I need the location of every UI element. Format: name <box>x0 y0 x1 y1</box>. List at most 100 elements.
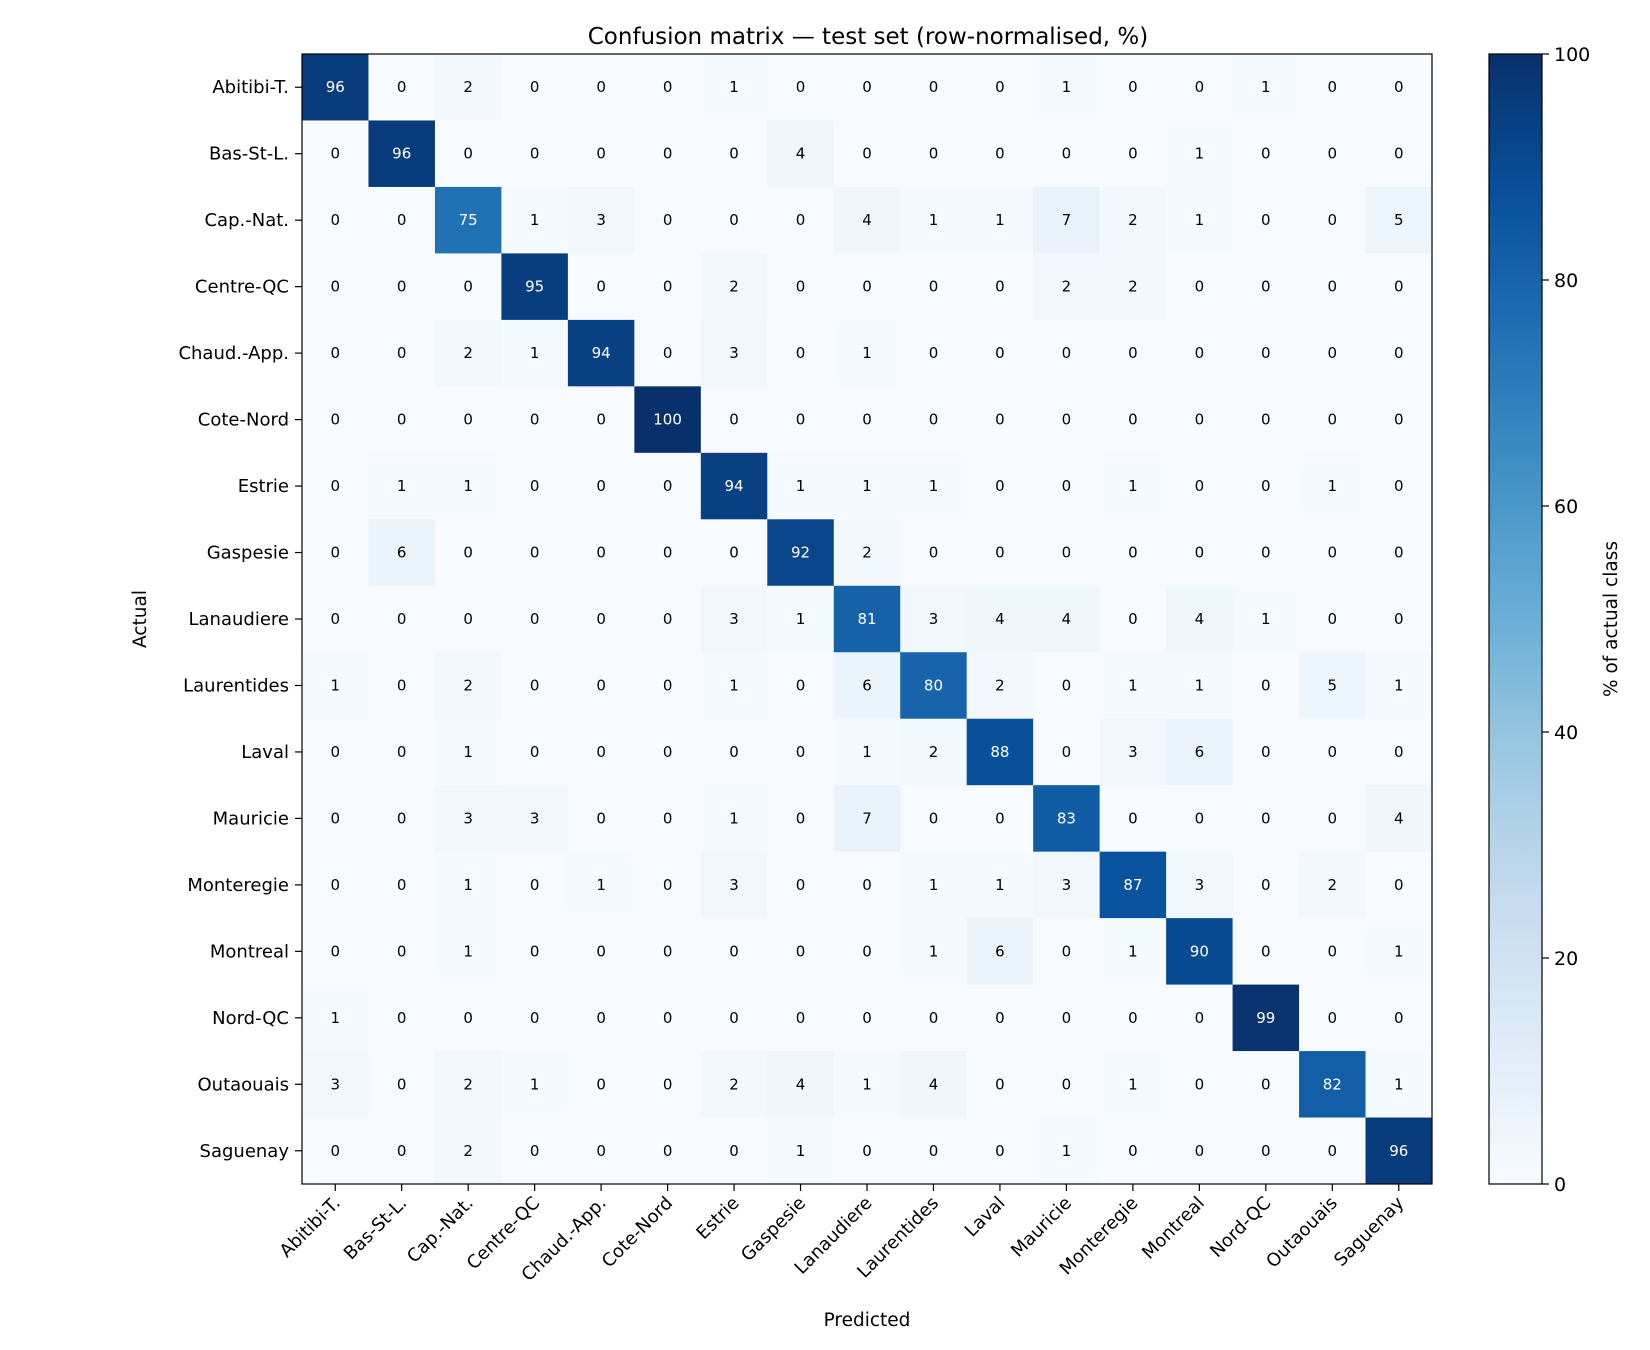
cell-value-label: 0 <box>729 211 739 229</box>
cell-value-label: 0 <box>1195 477 1205 495</box>
cell-value-label: 0 <box>1328 610 1338 628</box>
cell-value-label: 1 <box>1394 1075 1404 1093</box>
cell-value-label: 0 <box>1062 743 1072 761</box>
cell-value-label: 87 <box>1123 876 1142 894</box>
heatmap-cell <box>434 585 502 653</box>
x-tick-label: Laval <box>961 1193 1010 1242</box>
cell-value-label: 0 <box>530 1142 540 1160</box>
y-tick-label: Laval <box>241 742 289 763</box>
cell-value-label: 94 <box>725 477 744 495</box>
heatmap-cell <box>900 1051 968 1119</box>
heatmap-cell <box>634 1051 702 1119</box>
heatmap-cell <box>634 1117 702 1185</box>
cell-value-label: 1 <box>1128 942 1138 960</box>
heatmap-cell <box>767 918 835 986</box>
heatmap-cell <box>900 186 968 254</box>
chart-title: Confusion matrix — test set (row-normali… <box>588 24 1149 50</box>
heatmap-cell <box>368 718 436 786</box>
heatmap-cell <box>700 452 768 520</box>
cell-value-label: 0 <box>1261 278 1271 296</box>
heatmap-cell <box>1033 519 1101 587</box>
cell-value-label: 0 <box>1394 477 1404 495</box>
heatmap-cell <box>966 984 1034 1052</box>
cell-value-label: 0 <box>330 477 340 495</box>
heatmap-cell <box>1033 718 1101 786</box>
cell-value-label: 4 <box>995 610 1005 628</box>
y-tick-label: Monteregie <box>187 875 289 896</box>
heatmap-cell <box>368 319 436 387</box>
cell-value-label: 7 <box>862 809 872 827</box>
cell-value-label: 0 <box>995 544 1005 562</box>
cell-value-label: 0 <box>330 145 340 163</box>
heatmap-cell <box>567 186 635 254</box>
heatmap-cell <box>1166 585 1234 653</box>
y-tick-label: Abitibi-T. <box>212 77 289 98</box>
heatmap-cell <box>567 718 635 786</box>
heatmap-cell <box>634 54 702 121</box>
heatmap-cell <box>767 186 835 254</box>
x-tick-label: Bas-St-L. <box>340 1193 411 1264</box>
heatmap-cell <box>833 1051 901 1119</box>
heatmap-cell <box>1232 253 1300 321</box>
cell-value-label: 2 <box>862 544 872 562</box>
heatmap-cell <box>302 1051 369 1119</box>
heatmap-cell <box>368 1117 436 1185</box>
heatmap-cell <box>368 585 436 653</box>
heatmap-cell <box>634 253 702 321</box>
cell-value-label: 0 <box>1261 544 1271 562</box>
cell-value-label: 0 <box>530 676 540 694</box>
cell-value-label: 0 <box>796 211 806 229</box>
cell-value-label: 0 <box>463 1009 473 1027</box>
heatmap-cell <box>1299 54 1367 121</box>
cell-value-label: 1 <box>1062 78 1072 96</box>
heatmap-cell <box>302 718 369 786</box>
heatmap-cell <box>368 984 436 1052</box>
cell-value-label: 0 <box>596 809 606 827</box>
cell-value-label: 1 <box>995 211 1005 229</box>
cell-value-label: 0 <box>596 477 606 495</box>
heatmap-cell <box>1299 319 1367 387</box>
cell-value-label: 0 <box>1195 278 1205 296</box>
heatmap-cell <box>368 253 436 321</box>
cell-value-label: 1 <box>530 344 540 362</box>
heatmap-cell <box>900 1117 968 1185</box>
heatmap-cell <box>966 452 1034 520</box>
heatmap-cell <box>700 120 768 188</box>
cell-value-label: 1 <box>796 477 806 495</box>
cell-value-label: 0 <box>663 211 673 229</box>
cell-value-label: 0 <box>929 278 939 296</box>
cell-value-label: 4 <box>1394 809 1404 827</box>
heatmap-cell <box>1365 186 1433 254</box>
heatmap-cell <box>434 1117 502 1185</box>
heatmap-cell <box>501 1117 569 1185</box>
cell-value-label: 1 <box>1128 676 1138 694</box>
heatmap-cell <box>368 120 436 188</box>
cell-value-label: 0 <box>929 1009 939 1027</box>
cell-value-label: 81 <box>857 610 876 628</box>
cell-value-label: 0 <box>463 610 473 628</box>
heatmap-cell <box>1099 54 1167 121</box>
heatmap-cell <box>368 918 436 986</box>
cell-value-label: 0 <box>596 145 606 163</box>
heatmap-cell <box>1365 253 1433 321</box>
heatmap-cell <box>833 319 901 387</box>
heatmap-cell <box>501 54 569 121</box>
cell-value-label: 0 <box>663 942 673 960</box>
cell-value-label: 0 <box>397 411 407 429</box>
heatmap-cell <box>1299 718 1367 786</box>
cell-value-label: 2 <box>995 676 1005 694</box>
cell-value-label: 1 <box>1394 676 1404 694</box>
heatmap-cell <box>700 519 768 587</box>
colorbar <box>1488 53 1543 1185</box>
heatmap-cell <box>302 918 369 986</box>
heatmap-cell <box>1365 851 1433 919</box>
heatmap-cells: 96 0 2 0 0 0 1 0 0 0 0 1 0 0 1 0 00 96 0 0 0 0 0 4 0 0 0 0 0 1 0 0 00 0 75… <box>302 54 1433 1185</box>
cell-value-label: 3 <box>330 1075 340 1093</box>
heatmap-cell <box>368 186 436 254</box>
cell-value-label: 1 <box>929 477 939 495</box>
cell-value-label: 0 <box>1394 610 1404 628</box>
heatmap-cell <box>302 186 369 254</box>
heatmap-cell <box>1365 718 1433 786</box>
cell-value-label: 6 <box>862 676 872 694</box>
cell-value-label: 0 <box>1128 78 1138 96</box>
